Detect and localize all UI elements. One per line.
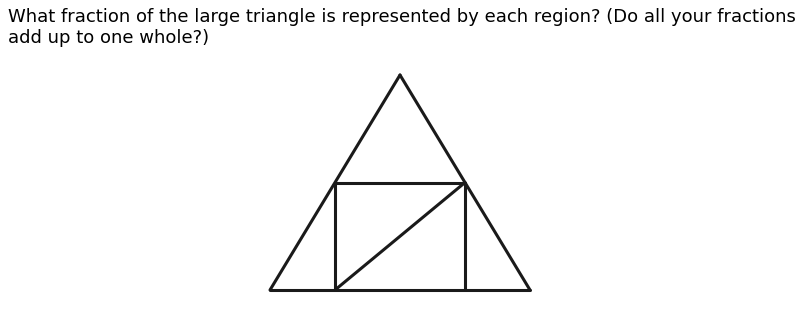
- Text: What fraction of the large triangle is represented by each region? (Do all your : What fraction of the large triangle is r…: [8, 8, 796, 47]
